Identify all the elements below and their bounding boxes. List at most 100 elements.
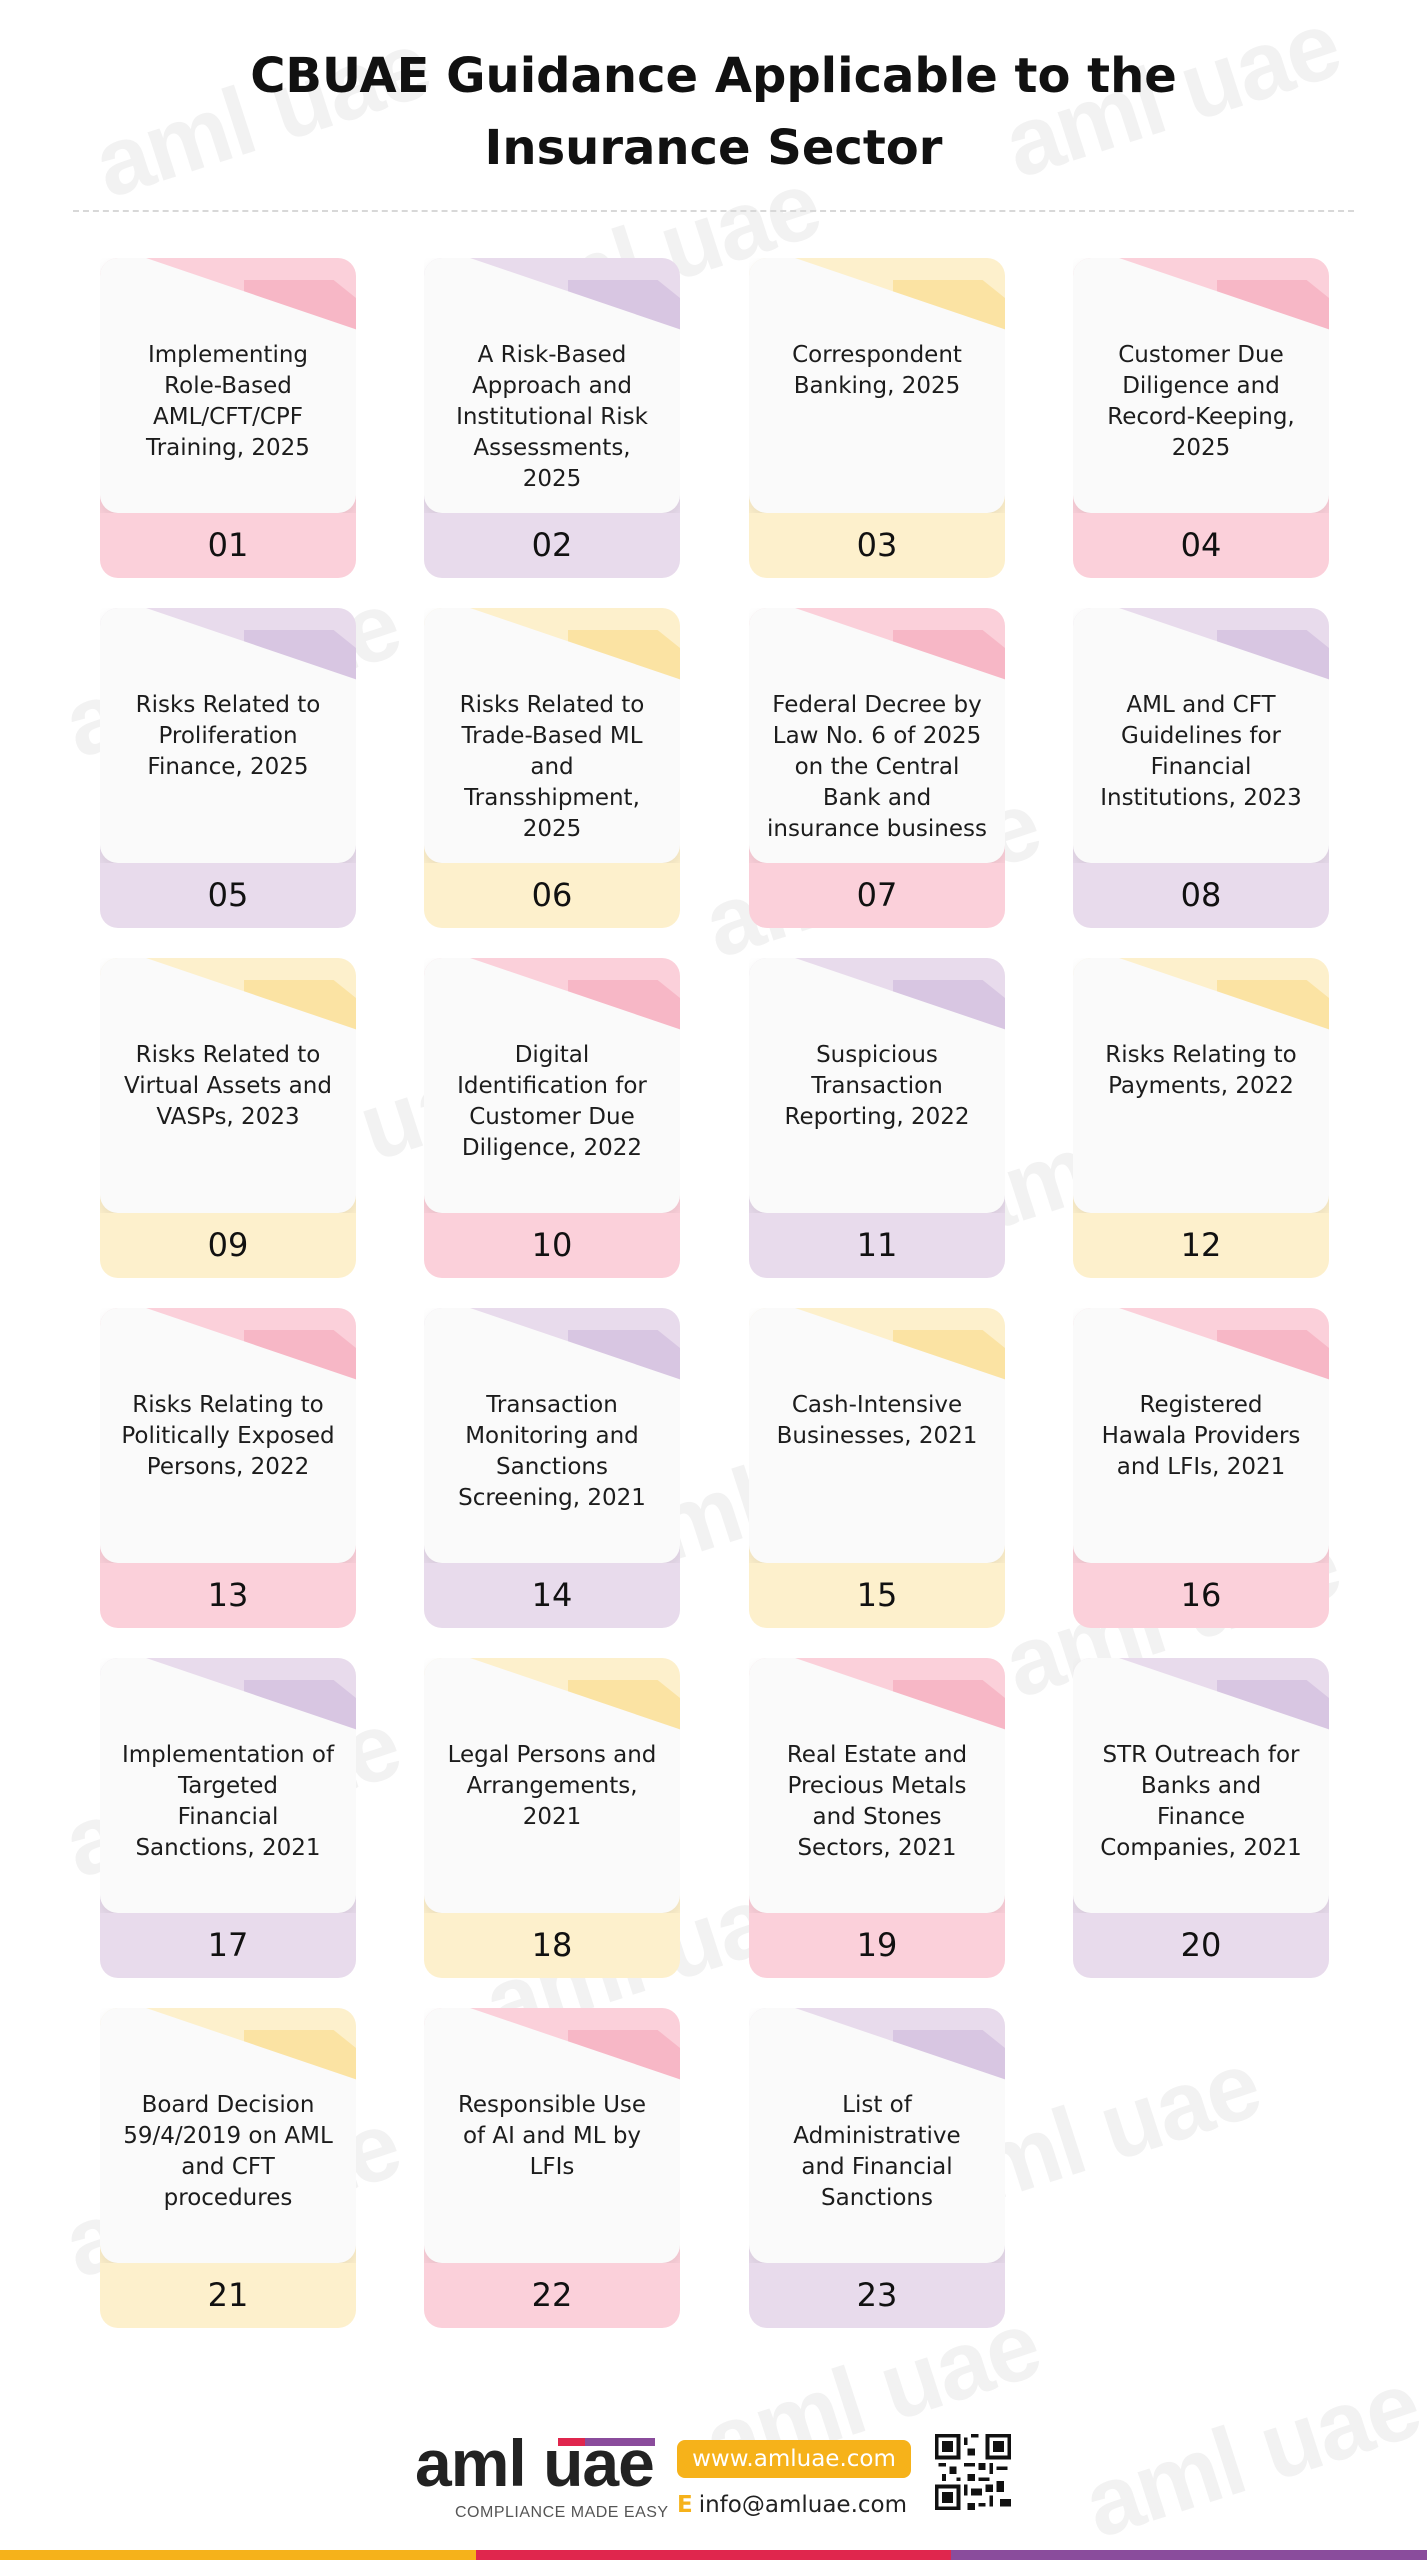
- card-title-line: Role-Based: [164, 373, 292, 399]
- card-title-line: A Risk-Based: [477, 342, 627, 368]
- card-number: 22: [531, 2276, 573, 2314]
- card-number: 13: [207, 1576, 249, 1614]
- card-number: 15: [856, 1576, 898, 1614]
- guidance-card[interactable]: Customer Due Diligence and Record-Keeping,…: [1073, 258, 1329, 578]
- guidance-card[interactable]: Responsible Use of AI and ML by LFIs 22: [424, 2008, 680, 2328]
- card-title: Implementation of Targeted Financial Sancti…: [110, 1740, 346, 1864]
- card-number: 05: [207, 876, 249, 914]
- page-title-line-1: CBUAE Guidance Applicable to the: [250, 48, 1177, 104]
- card-title-line: of AI and ML by: [462, 2123, 642, 2149]
- card-title-line: Legal Persons and: [447, 1742, 657, 1768]
- card-title-line: insurance business: [766, 816, 987, 842]
- card-number: 17: [207, 1926, 249, 1964]
- card-title-line: Virtual Assets and: [124, 1073, 332, 1099]
- guidance-card[interactable]: Federal Decree by Law No. 6 of 2025 on the…: [749, 608, 1005, 928]
- card-title: Transaction Monitoring and Sanctions Screen…: [434, 1390, 670, 1514]
- card-title-line: Implementation of: [121, 1742, 335, 1768]
- guidance-card[interactable]: Real Estate and Precious Metals and Stones…: [749, 1658, 1005, 1978]
- card-title-line: Arrangements,: [466, 1773, 638, 1799]
- card-title-line: 2025: [522, 466, 582, 492]
- guidance-card[interactable]: Implementation of Targeted Financial Sancti…: [100, 1658, 356, 1978]
- card-title: AML and CFT Guidelines for Financial Instit…: [1083, 690, 1319, 814]
- card-title-line: Businesses, 2021: [776, 1423, 978, 1449]
- qr-code-icon[interactable]: [935, 2434, 1011, 2510]
- guidance-card[interactable]: Correspondent Banking, 2025 03: [749, 258, 1005, 578]
- card-title-line: Customer Due: [469, 1104, 635, 1130]
- card-title-line: Banks and: [1140, 1773, 1262, 1799]
- guidance-card[interactable]: STR Outreach for Banks and Finance Companie…: [1073, 1658, 1329, 1978]
- card-title-line: on the Central: [794, 754, 960, 780]
- card-title-line: Law No. 6 of 2025: [772, 723, 982, 749]
- card-number: 10: [531, 1226, 573, 1264]
- card-title-line: Customer Due: [1118, 342, 1284, 368]
- email-prefix-icon: E: [677, 2492, 693, 2518]
- card-title: Board Decision 59/4/2019 on AML and CFT pro…: [110, 2090, 346, 2214]
- card-title: A Risk-Based Approach and Institutional Ri…: [434, 340, 670, 495]
- card-title-line: Registered: [1139, 1392, 1263, 1418]
- card-title-line: Identification for: [457, 1073, 647, 1099]
- guidance-card[interactable]: AML and CFT Guidelines for Financial Instit…: [1073, 608, 1329, 928]
- card-number: 19: [856, 1926, 898, 1964]
- card-title-line: Targeted: [178, 1773, 278, 1799]
- guidance-card[interactable]: A Risk-Based Approach and Institutional Ri…: [424, 258, 680, 578]
- card-title: Registered Hawala Providers and LFIs, 2021: [1083, 1390, 1319, 1483]
- card-number: 02: [531, 526, 573, 564]
- guidance-card[interactable]: Board Decision 59/4/2019 on AML and CFT pro…: [100, 2008, 356, 2328]
- card-number: 23: [856, 2276, 898, 2314]
- card-title-line: Sanctions: [496, 1454, 608, 1480]
- card-title: Suspicious Transaction Reporting, 2022: [759, 1040, 995, 1133]
- guidance-card[interactable]: Risks Relating to Politically Exposed Pers…: [100, 1308, 356, 1628]
- card-number: 12: [1180, 1226, 1222, 1264]
- card-title-line: Monitoring and: [465, 1423, 639, 1449]
- card-title-line: 59/4/2019 on AML: [123, 2123, 333, 2149]
- card-title-line: Institutions, 2023: [1100, 785, 1302, 811]
- card-title: Risks Related to Proliferation Finance, 20…: [110, 690, 346, 783]
- guidance-card[interactable]: Transaction Monitoring and Sanctions Screen…: [424, 1308, 680, 1628]
- card-title-line: 2025: [522, 816, 582, 842]
- card-title-line: 2025: [1171, 435, 1231, 461]
- card-title-line: Banking, 2025: [793, 373, 961, 399]
- card-title-line: Guidelines for: [1121, 723, 1281, 749]
- guidance-card[interactable]: Suspicious Transaction Reporting, 2022 11: [749, 958, 1005, 1278]
- guidance-card[interactable]: Cash-Intensive Businesses, 2021 15: [749, 1308, 1005, 1628]
- card-title: Customer Due Diligence and Record-Keeping,…: [1083, 340, 1319, 464]
- title-divider: [73, 210, 1354, 212]
- guidance-card[interactable]: Risks Relating to Payments, 2022 12: [1073, 958, 1329, 1278]
- website-link[interactable]: www.amluae.com: [677, 2440, 911, 2478]
- card-title-line: Precious Metals: [787, 1773, 967, 1799]
- card-title-line: Risks Relating to: [1105, 1042, 1297, 1068]
- card-title-line: Payments, 2022: [1108, 1073, 1294, 1099]
- card-title: Risks Related to Trade-Based ML and Transsh…: [434, 690, 670, 845]
- card-title: Responsible Use of AI and ML by LFIs: [434, 2090, 670, 2183]
- card-title: Real Estate and Precious Metals and Stones…: [759, 1740, 995, 1864]
- card-number: 16: [1180, 1576, 1222, 1614]
- guidance-card[interactable]: Risks Related to Trade-Based ML and Transsh…: [424, 608, 680, 928]
- email-address[interactable]: info@amluae.com: [698, 2492, 907, 2518]
- guidance-card[interactable]: Risks Related to Proliferation Finance, 20…: [100, 608, 356, 928]
- card-title-line: Cash-Intensive: [791, 1392, 963, 1418]
- card-title-line: Risks Related to: [459, 692, 645, 718]
- card-title-line: Risks Related to: [135, 692, 321, 718]
- guidance-card[interactable]: Digital Identification for Customer Due Dil…: [424, 958, 680, 1278]
- card-title-line: VASPs, 2023: [156, 1104, 300, 1130]
- card-number: 04: [1180, 526, 1222, 564]
- card-title: Federal Decree by Law No. 6 of 2025 on the…: [759, 690, 995, 845]
- card-title-line: STR Outreach for: [1102, 1742, 1300, 1768]
- card-title: Cash-Intensive Businesses, 2021: [759, 1390, 995, 1452]
- card-title-line: Assessments,: [473, 435, 631, 461]
- card-title-line: Finance, 2025: [147, 754, 309, 780]
- guidance-card[interactable]: List of Administrative and Financial Sancti…: [749, 2008, 1005, 2328]
- card-title-line: Sanctions, 2021: [135, 1835, 321, 1861]
- guidance-card[interactable]: Implementing Role-Based AML/CFT/CPF Trainin…: [100, 258, 356, 578]
- card-title-line: Institutional Risk: [456, 404, 648, 430]
- footer: aml uae COMPLIANCE MADE EASY www.amluae.…: [0, 2420, 1427, 2530]
- card-number: 11: [856, 1226, 898, 1264]
- guidance-card[interactable]: Risks Related to Virtual Assets and VASPs,…: [100, 958, 356, 1278]
- card-title: Legal Persons and Arrangements, 2021: [434, 1740, 670, 1833]
- guidance-card[interactable]: Registered Hawala Providers and LFIs, 2021…: [1073, 1308, 1329, 1628]
- card-title-line: Real Estate and: [786, 1742, 968, 1768]
- card-title-line: Diligence and: [1122, 373, 1280, 399]
- guidance-card[interactable]: Legal Persons and Arrangements, 2021 18: [424, 1658, 680, 1978]
- brand-tagline: COMPLIANCE MADE EASY: [455, 2504, 669, 2521]
